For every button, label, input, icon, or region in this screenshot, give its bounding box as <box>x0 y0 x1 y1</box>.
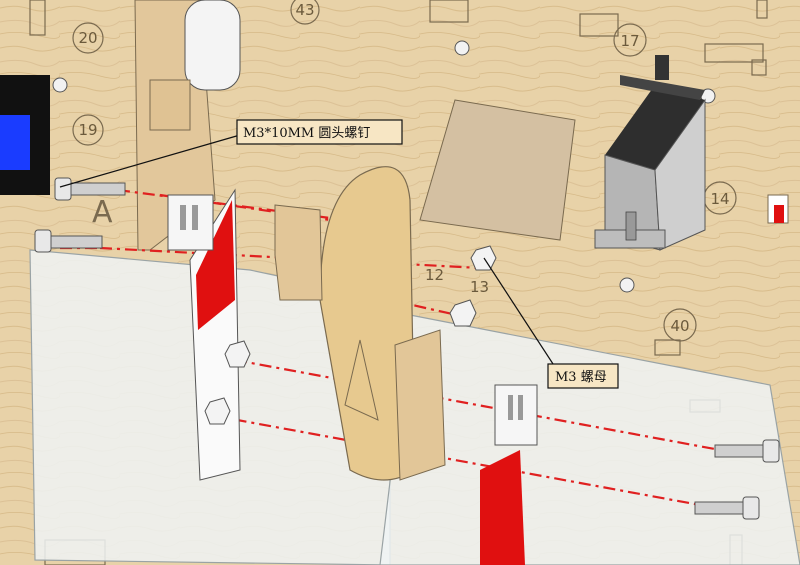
connector-left <box>167 194 214 251</box>
red-slot-fill <box>774 205 784 223</box>
board-number-17: 17 <box>613 23 647 57</box>
servo-motor <box>594 55 706 251</box>
board-number-20: 20 <box>72 22 104 54</box>
board-number-43: 43 <box>290 0 320 25</box>
svg-text:M3*10MM 圆头螺钉: M3*10MM 圆头螺钉 <box>243 126 370 141</box>
board-number-12: 12 <box>425 266 444 284</box>
svg-text:19: 19 <box>78 121 97 139</box>
svg-text:14: 14 <box>710 190 729 208</box>
svg-text:17: 17 <box>620 32 639 50</box>
m3-screw <box>714 439 780 463</box>
board-number-13: 13 <box>470 278 489 296</box>
m3-screw <box>34 229 103 253</box>
wooden-c-bracket <box>274 204 323 301</box>
wooden-round-disc <box>319 166 416 481</box>
recessed-opening <box>419 99 576 241</box>
ribbon-cable-connector <box>480 384 538 565</box>
m3-screw <box>54 177 126 201</box>
nut-callout-label: M3 螺母 <box>547 363 619 389</box>
screw-callout-label: M3*10MM 圆头螺钉 <box>236 119 403 145</box>
svg-text:20: 20 <box>78 29 97 47</box>
board-number-40: 40 <box>663 308 697 342</box>
display-module <box>0 75 50 195</box>
m3-nut <box>204 245 497 425</box>
connector-left-pin <box>180 205 186 230</box>
svg-text:43: 43 <box>295 1 314 19</box>
engraved-letter-a: A <box>92 195 113 230</box>
base-screw-heads <box>52 36 716 293</box>
wooden-bracket-left <box>149 79 191 131</box>
nut-callout-leader <box>483 257 556 368</box>
svg-text:M3 螺母: M3 螺母 <box>555 370 607 385</box>
wooden-spacer-block <box>394 329 446 481</box>
connector-left-pin <box>192 205 198 230</box>
m3-screw <box>694 496 760 520</box>
disc-triangle-cutout <box>344 339 379 421</box>
white-cylinder-part <box>184 0 241 91</box>
svg-text:40: 40 <box>670 317 689 335</box>
screw-callout-leader <box>59 134 241 188</box>
board-number-19: 19 <box>72 114 104 146</box>
